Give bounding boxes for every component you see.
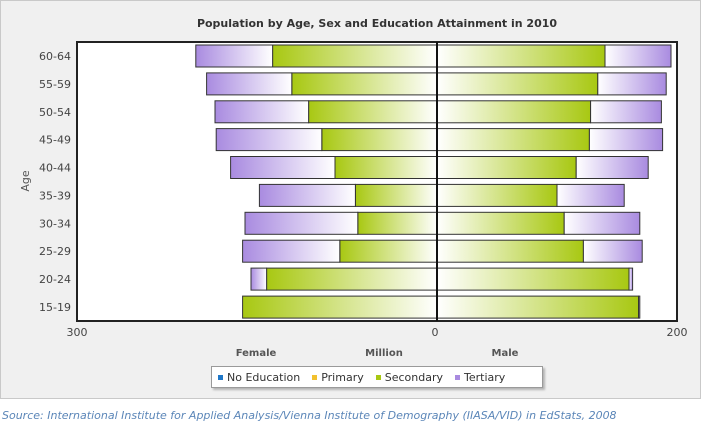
- category-label-30-34: 30-34: [39, 217, 71, 230]
- bar-female-secondary-55-59[interactable]: [291, 72, 438, 96]
- bar-male-tertiary-55-59[interactable]: [597, 72, 667, 96]
- bar-male-secondary-40-44[interactable]: [436, 156, 577, 179]
- bar-male-secondary-30-34[interactable]: [436, 211, 565, 235]
- bar-male-tertiary-35-39[interactable]: [556, 183, 625, 207]
- legend-label-tertiary: Tertiary: [464, 370, 506, 384]
- bar-female-secondary-60-64[interactable]: [272, 44, 438, 68]
- legend: No Education Primary Secondary Tertiary: [211, 366, 543, 388]
- legend-item-secondary[interactable]: Secondary: [375, 370, 443, 384]
- tick-zero: 0: [432, 326, 439, 339]
- bar-female-tertiary-60-64[interactable]: [195, 44, 274, 68]
- category-label-15-19: 15-19: [39, 301, 71, 314]
- legend-swatch-no-education: [218, 374, 223, 380]
- category-label-55-59: 55-59: [39, 78, 71, 91]
- bar-male-secondary-60-64[interactable]: [436, 44, 606, 68]
- bar-male-secondary-45-49[interactable]: [436, 128, 590, 152]
- bar-female-secondary-45-49[interactable]: [321, 128, 438, 152]
- legend-item-tertiary[interactable]: Tertiary: [455, 371, 505, 384]
- center-unit-label: Million: [365, 348, 403, 359]
- category-label-45-49: 45-49: [39, 134, 71, 147]
- bar-male-tertiary-30-34[interactable]: [563, 211, 641, 235]
- bar-female-secondary-50-54[interactable]: [308, 100, 438, 124]
- bar-female-tertiary-40-44[interactable]: [230, 156, 336, 179]
- population-pyramid-chart: Population by Age, Sex and Education Att…: [19, 17, 688, 359]
- category-label-20-24: 20-24: [39, 273, 71, 286]
- legend-swatch-secondary: [375, 374, 381, 380]
- bar-female-tertiary-50-54[interactable]: [214, 100, 310, 124]
- chart-frame: Population by Age, Sex and Education Att…: [0, 0, 701, 399]
- bar-male-tertiary-45-49[interactable]: [588, 128, 664, 152]
- category-label-40-44: 40-44: [39, 162, 71, 175]
- bar-female-secondary-20-24[interactable]: [266, 267, 438, 291]
- tick-right-max: 200: [667, 326, 688, 339]
- legend-swatch-primary: [312, 374, 318, 380]
- bar-male-secondary-20-24[interactable]: [436, 267, 630, 291]
- legend-label-no-education: No Education: [227, 370, 301, 384]
- bar-male-secondary-50-54[interactable]: [436, 100, 592, 124]
- bar-male-secondary-55-59[interactable]: [436, 72, 599, 96]
- category-label-60-64: 60-64: [39, 50, 71, 63]
- legend-item-primary[interactable]: Primary: [312, 371, 364, 384]
- tick-left-max: 300: [67, 326, 88, 339]
- bar-male-tertiary-60-64[interactable]: [604, 44, 672, 68]
- chart-title: Population by Age, Sex and Education Att…: [197, 17, 557, 30]
- bar-female-secondary-25-29[interactable]: [339, 239, 438, 263]
- bar-male-tertiary-50-54[interactable]: [590, 100, 662, 124]
- legend-item-no-education[interactable]: No Education: [218, 371, 300, 384]
- bar-male-tertiary-40-44[interactable]: [575, 156, 649, 179]
- bar-female-secondary-40-44[interactable]: [334, 156, 438, 179]
- category-label-35-39: 35-39: [39, 189, 71, 202]
- side-label-male: Male: [492, 348, 519, 359]
- bar-female-secondary-35-39[interactable]: [354, 183, 438, 207]
- side-label-female: Female: [236, 348, 277, 359]
- bar-female-secondary-15-19[interactable]: [242, 295, 438, 319]
- bars-group: [195, 44, 672, 319]
- bar-male-secondary-25-29[interactable]: [436, 239, 584, 263]
- legend-label-secondary: Secondary: [384, 370, 443, 384]
- bar-male-tertiary-15-19[interactable]: [638, 295, 641, 319]
- bar-female-tertiary-55-59[interactable]: [206, 72, 293, 96]
- bar-female-tertiary-45-49[interactable]: [215, 128, 323, 152]
- category-labels: 60-64 55-59 50-54 45-49 40-44 35-39 30-34 25-29…: [39, 50, 71, 314]
- bar-female-tertiary-25-29[interactable]: [242, 239, 341, 263]
- source-note: Source: International Institute for Appl…: [2, 409, 617, 422]
- bar-male-secondary-15-19[interactable]: [436, 295, 640, 319]
- category-label-25-29: 25-29: [39, 245, 71, 258]
- bar-female-tertiary-35-39[interactable]: [258, 183, 356, 207]
- bar-female-tertiary-20-24[interactable]: [250, 267, 268, 291]
- legend-swatch-tertiary: [455, 374, 460, 380]
- legend-label-primary: Primary: [321, 370, 364, 384]
- bar-male-secondary-35-39[interactable]: [436, 183, 558, 207]
- category-label-50-54: 50-54: [39, 106, 71, 119]
- bar-male-tertiary-20-24[interactable]: [628, 267, 634, 291]
- y-axis-label: Age: [19, 170, 32, 192]
- bar-female-tertiary-30-34[interactable]: [244, 211, 359, 235]
- bar-male-tertiary-25-29[interactable]: [582, 239, 643, 263]
- bar-female-secondary-30-34[interactable]: [357, 211, 438, 235]
